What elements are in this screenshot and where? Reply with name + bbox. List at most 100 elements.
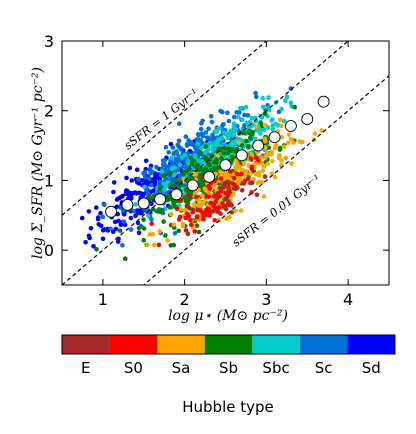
scatter-point bbox=[136, 230, 142, 236]
scatter-point bbox=[150, 207, 156, 212]
scatter-point bbox=[234, 146, 240, 152]
scatter-point bbox=[207, 213, 212, 218]
scatter-point bbox=[218, 176, 224, 181]
colorbar-label: Sbc bbox=[262, 359, 289, 377]
scatter-point bbox=[113, 226, 119, 232]
scatter-point bbox=[265, 161, 270, 167]
scatter-point bbox=[191, 171, 196, 177]
scatter-point bbox=[253, 90, 258, 96]
scatter-point bbox=[142, 175, 148, 180]
scatter-point bbox=[239, 188, 245, 193]
scatter-point bbox=[185, 204, 190, 209]
scatter-point bbox=[206, 194, 212, 199]
scatter-point bbox=[140, 191, 146, 197]
scatter-point bbox=[131, 208, 137, 214]
scatter-point bbox=[266, 95, 271, 100]
scatter-point bbox=[288, 86, 294, 91]
scatter-point bbox=[225, 110, 230, 116]
colorbar-swatch bbox=[62, 335, 110, 354]
scatter-point bbox=[194, 194, 199, 200]
scatter-point bbox=[285, 140, 291, 146]
scatter-point bbox=[172, 231, 178, 236]
scatter-point bbox=[171, 242, 177, 248]
colorbar-swatch bbox=[109, 335, 158, 354]
scatter-point bbox=[192, 153, 198, 158]
scatter-point bbox=[246, 124, 252, 130]
scatter-point bbox=[235, 114, 241, 120]
scatter-point bbox=[260, 104, 266, 110]
scatter-point bbox=[229, 210, 234, 215]
colorbar-label: Sb bbox=[219, 359, 238, 377]
scatter-point bbox=[187, 166, 192, 172]
scatter-point bbox=[128, 190, 134, 196]
scatter-point bbox=[254, 192, 260, 198]
scatter-point bbox=[108, 226, 113, 232]
scatter-point bbox=[260, 95, 266, 101]
scatter-point bbox=[246, 128, 252, 134]
scatter-point bbox=[214, 160, 219, 165]
scatter-point bbox=[203, 166, 208, 171]
scatter-point bbox=[164, 168, 169, 174]
scatter-point bbox=[124, 175, 129, 181]
scatter-point bbox=[237, 110, 242, 115]
scatter-point bbox=[176, 121, 182, 126]
scatter-point bbox=[199, 145, 204, 151]
colorbar-swatch bbox=[347, 335, 395, 354]
scatter-point bbox=[212, 165, 217, 171]
scatter-point bbox=[272, 145, 278, 151]
scatter-point bbox=[226, 131, 231, 137]
scatter-point bbox=[168, 182, 173, 187]
scatter-point bbox=[167, 205, 173, 210]
binned-mean-marker bbox=[317, 95, 330, 108]
scatter-point bbox=[248, 171, 253, 176]
scatter-point bbox=[148, 170, 153, 176]
scatter-point bbox=[245, 176, 251, 181]
scatter-point bbox=[253, 118, 259, 124]
scatter-point bbox=[249, 115, 254, 121]
scatter-point bbox=[172, 172, 177, 177]
scatter-point bbox=[229, 203, 234, 208]
colorbar-label: Sd bbox=[362, 359, 381, 377]
binned-mean-marker bbox=[154, 193, 167, 206]
scatter-point bbox=[183, 134, 189, 139]
scatter-point bbox=[226, 198, 231, 204]
scatter-point bbox=[248, 156, 254, 161]
scatter-point bbox=[276, 155, 282, 161]
scatter-point bbox=[87, 235, 92, 241]
scatter-point bbox=[94, 247, 99, 252]
scatter-point bbox=[186, 138, 191, 143]
scatter-point bbox=[277, 147, 283, 152]
x-axis-title: log μ⋆ (M⊙ pc⁻²) bbox=[168, 308, 288, 324]
scatter-point bbox=[210, 132, 215, 138]
scatter-point bbox=[238, 167, 244, 172]
scatter-point bbox=[259, 160, 264, 165]
scatter-point bbox=[297, 139, 303, 144]
scatter-point bbox=[166, 150, 171, 155]
scatter-point bbox=[176, 138, 182, 144]
scatter-point bbox=[239, 171, 244, 177]
scatter-point bbox=[210, 146, 215, 152]
scatter-point bbox=[177, 162, 183, 167]
scatter-point bbox=[211, 203, 216, 209]
scatter-point bbox=[253, 171, 259, 177]
scatter-point bbox=[291, 140, 296, 145]
scatter-point bbox=[175, 142, 181, 148]
scatter-point bbox=[134, 167, 140, 172]
scatter-point bbox=[163, 233, 168, 238]
binned-means bbox=[105, 95, 330, 218]
scatter-point bbox=[269, 171, 275, 176]
binned-mean-marker bbox=[105, 205, 118, 218]
scatter-point bbox=[88, 226, 94, 231]
scatter-point bbox=[253, 94, 259, 100]
scatter-point bbox=[180, 223, 186, 229]
scatter-point bbox=[135, 208, 140, 213]
scatter-point bbox=[254, 124, 259, 129]
scatter-point bbox=[236, 140, 242, 145]
scatter-point bbox=[154, 172, 159, 177]
scatter-point bbox=[241, 181, 247, 186]
scatter-point bbox=[147, 232, 152, 237]
scatter-point bbox=[163, 144, 169, 150]
y-tick-label: 0 bbox=[44, 241, 54, 260]
scatter-point bbox=[262, 111, 268, 116]
scatter-point bbox=[127, 165, 133, 171]
